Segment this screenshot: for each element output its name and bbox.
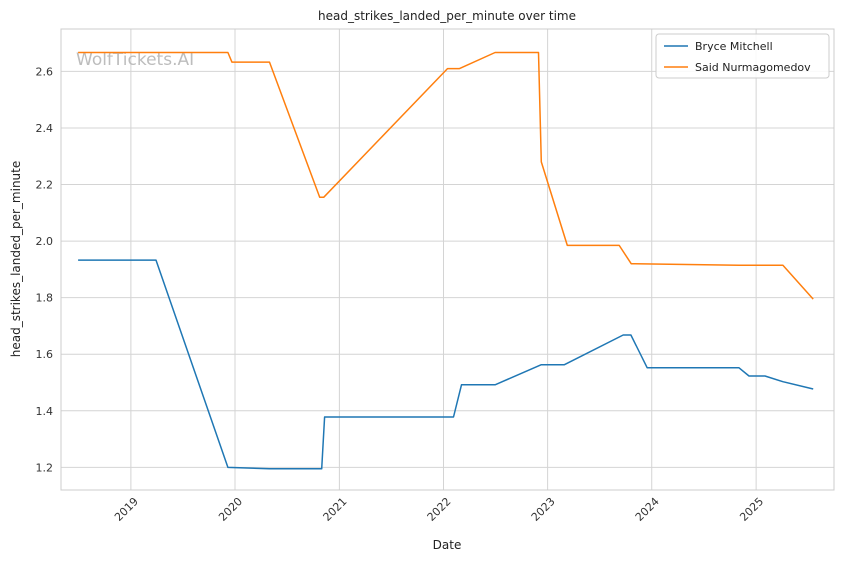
plot-area-frame (60, 28, 835, 491)
x-tick-label: 2019 (112, 495, 141, 524)
x-tick-label: 2021 (321, 495, 350, 524)
y-tick-label: 2.0 (36, 235, 54, 248)
series-line-bryce-mitchell (78, 259, 814, 470)
series-lines (78, 51, 814, 470)
x-tick-label: 2020 (216, 495, 245, 524)
watermark-text: WolfTickets.AI (76, 50, 194, 70)
series-line-said-nurmagomedov (78, 51, 814, 300)
x-tick-label: 2025 (737, 495, 766, 524)
legend-label-bryce-mitchell: Bryce Mitchell (695, 40, 773, 53)
legend-label-said-nurmagomedov: Said Nurmagomedov (695, 61, 811, 74)
legend-box (655, 33, 830, 79)
y-tick-label: 1.8 (36, 292, 54, 305)
legend: Bryce Mitchell Said Nurmagomedov (655, 33, 830, 79)
x-tick-label: 2022 (425, 495, 454, 524)
x-axis-title: Date (433, 538, 462, 552)
gridlines (61, 29, 834, 490)
x-tick-label: 2023 (529, 495, 558, 524)
x-tick-label: 2024 (633, 495, 662, 524)
chart-title: head_strikes_landed_per_minute over time (318, 9, 576, 23)
y-tick-label: 1.2 (36, 461, 54, 474)
y-tick-label: 1.4 (36, 405, 54, 418)
y-axis-title: head_strikes_landed_per_minute (9, 161, 23, 358)
y-tick-label: 2.4 (36, 122, 54, 135)
y-tick-label: 2.6 (36, 65, 54, 78)
y-tick-label: 1.6 (36, 348, 54, 361)
tick-labels: 1.2 1.4 1.6 1.8 2.0 2.2 2.4 2.6 2019 2020 2021 2022… (36, 65, 767, 523)
y-tick-label: 2.2 (36, 179, 54, 192)
